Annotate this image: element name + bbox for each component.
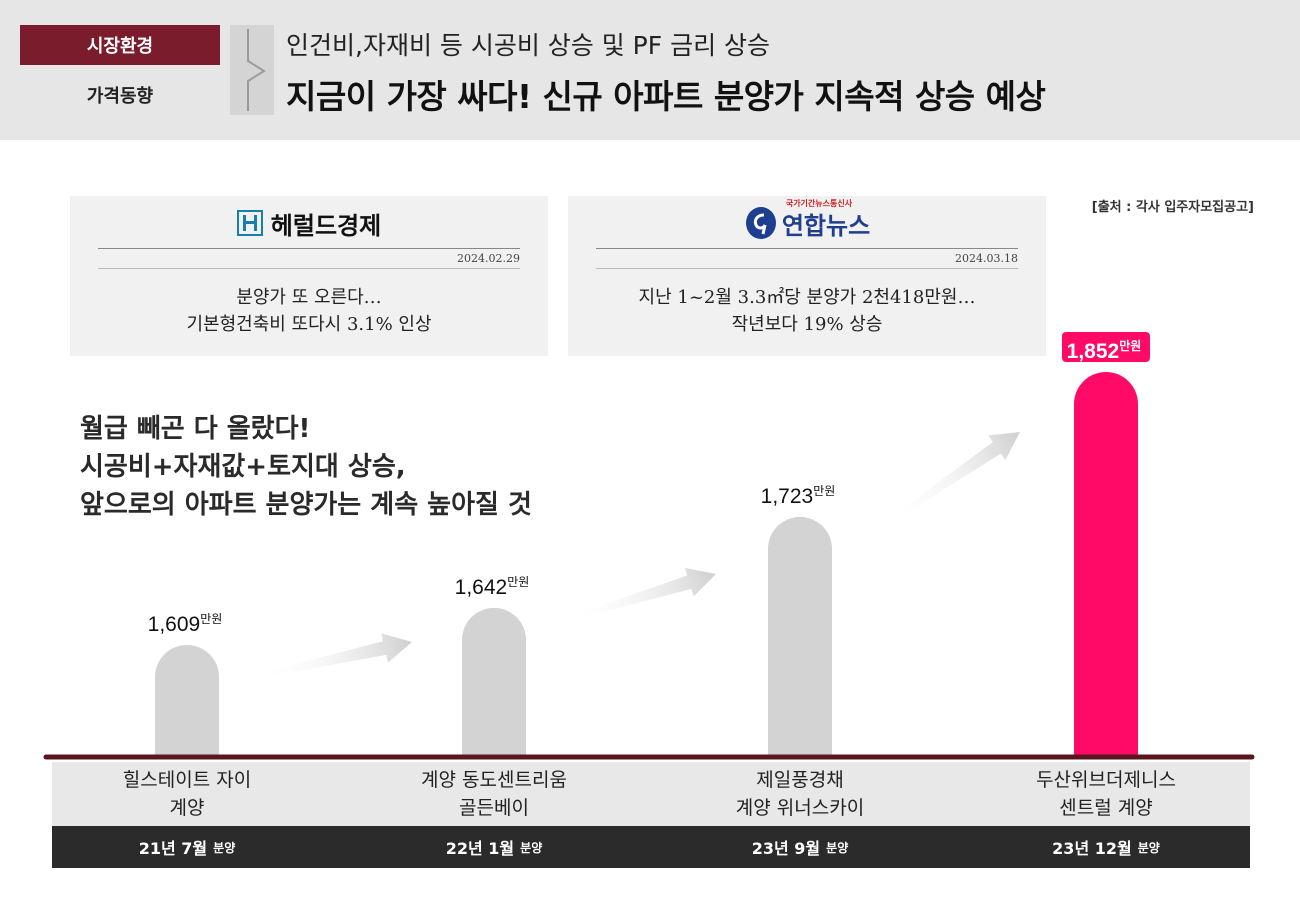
news-headline-line: 작년보다 19% 상승 bbox=[731, 314, 883, 335]
value-label-3: 1,723만원 bbox=[761, 484, 836, 508]
narrative-line: 월급 빼곤 다 올랐다! bbox=[80, 414, 311, 444]
bar-3 bbox=[768, 516, 832, 757]
news-headline-line: 기본형건축비 또다시 3.1% 인상 bbox=[186, 314, 432, 335]
value-label-4: 1,852만원 bbox=[1067, 338, 1142, 363]
value-label-bg bbox=[1062, 332, 1150, 362]
narrative-line: 시공비+자재값+토지대 상승, bbox=[80, 452, 406, 482]
tag-market-environment: 시장환경 bbox=[20, 25, 220, 65]
value-label-2: 1,642만원 bbox=[455, 575, 530, 599]
news-headline-line: 분양가 또 오른다… bbox=[236, 287, 382, 308]
bar-4 bbox=[1074, 372, 1138, 757]
news-date: 2024.03.18 bbox=[955, 252, 1018, 265]
period-label-1: 21년 7월 분양 bbox=[138, 839, 236, 858]
trend-arrow-icon bbox=[565, 567, 717, 622]
yonhap-publisher-name: 연합뉴스 bbox=[781, 211, 871, 240]
news-rule bbox=[596, 268, 1018, 269]
value-label-1: 1,609만원 bbox=[148, 612, 223, 636]
bar-1 bbox=[155, 645, 219, 757]
period-label-3: 23년 9월 분양 bbox=[751, 839, 849, 858]
yonhap-tagline: 국가기간뉴스통신사 bbox=[785, 198, 853, 208]
page-subtitle: 인건비,자재비 등 시공비 상승 및 PF 금리 상승 bbox=[286, 31, 771, 60]
yonhap-logo: 국가기간뉴스통신사 연합뉴스 bbox=[568, 199, 1046, 240]
source-note: [출처 : 각사 입주자모집공고] bbox=[1091, 200, 1254, 215]
news-headline: 지난 1~2월 3.3㎡당 분양가 2천418만원… 작년보다 19% 상승 bbox=[578, 284, 1036, 338]
herald-publisher-name: 헤럴드경제 bbox=[270, 211, 382, 240]
period-label-4: 23년 12월 분양 bbox=[1052, 839, 1160, 858]
news-rule bbox=[98, 268, 520, 269]
category-label-3: 제일풍경채 계양 위너스카이 bbox=[735, 769, 865, 819]
page-title: 지금이 가장 싸다! 신규 아파트 분양가 지속적 상승 예상 bbox=[286, 77, 1046, 116]
category-band bbox=[52, 762, 1250, 826]
category-label-2: 계양 동도센트리움 골든베이 bbox=[421, 769, 567, 819]
yonhap-logo-icon bbox=[745, 207, 776, 239]
tag-price-trend: 가격동향 bbox=[86, 86, 154, 107]
news-rule bbox=[596, 248, 1018, 249]
narrative-text: 월급 빼곤 다 올랐다! 시공비+자재값+토지대 상승, 앞으로의 아파트 분양… bbox=[80, 410, 532, 524]
category-label-4: 두산위브더제니스 센트럴 계양 bbox=[1036, 769, 1176, 819]
news-rule bbox=[98, 248, 520, 249]
chevron-divider-icon bbox=[230, 25, 274, 115]
category-label-1: 힐스테이트 자이 계양 bbox=[122, 769, 252, 819]
trend-arrow-icon bbox=[886, 432, 1020, 524]
trend-arrow-icon bbox=[257, 633, 413, 678]
herald-logo-icon bbox=[236, 210, 263, 236]
news-card-herald: 헤럴드경제 2024.02.29 분양가 또 오른다… 기본형건축비 또다시 3… bbox=[70, 196, 548, 356]
narrative-line: 앞으로의 아파트 분양가는 계속 높아질 것 bbox=[80, 490, 532, 520]
bar-2 bbox=[462, 607, 526, 757]
header-band: 시장환경 가격동향 인건비,자재비 등 시공비 상승 및 PF 금리 상승 지금… bbox=[0, 0, 1300, 140]
herald-logo: 헤럴드경제 bbox=[70, 206, 548, 240]
period-label-2: 22년 1월 분양 bbox=[445, 839, 543, 858]
news-headline: 분양가 또 오른다… 기본형건축비 또다시 3.1% 인상 bbox=[80, 284, 538, 338]
period-band bbox=[52, 826, 1250, 868]
news-date: 2024.02.29 bbox=[457, 252, 520, 265]
news-headline-line: 지난 1~2월 3.3㎡당 분양가 2천418만원… bbox=[638, 287, 976, 308]
news-card-yonhap: 국가기간뉴스통신사 연합뉴스 2024.03.18 지난 1~2월 3.3㎡당 … bbox=[568, 196, 1046, 356]
